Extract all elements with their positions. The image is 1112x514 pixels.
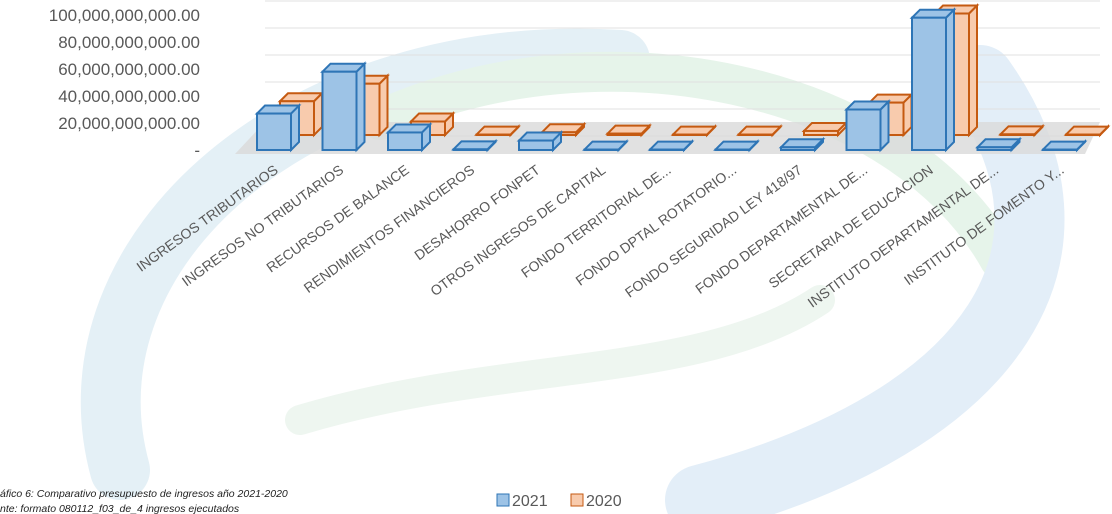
legend-swatch (496, 493, 510, 507)
bar (975, 136, 1022, 153)
legend-label: 2021 (512, 493, 548, 510)
bar-top (909, 8, 957, 19)
bar-side (945, 7, 955, 153)
bar-top (1063, 125, 1111, 136)
bar (516, 130, 564, 153)
y-tick-label: 20,000,000,000.00 (58, 114, 200, 133)
background-decoration (80, 28, 1065, 514)
bar (713, 139, 760, 153)
legend-label: 2020 (586, 493, 622, 510)
bar (1040, 139, 1088, 153)
bar-top (605, 124, 652, 135)
bar (670, 124, 718, 138)
bar-top (975, 138, 1022, 149)
bar (778, 136, 826, 153)
bar (909, 7, 957, 153)
bar (474, 124, 521, 138)
bar (320, 61, 367, 153)
bar-side (378, 73, 389, 138)
bar-top (844, 100, 891, 111)
bar-front (518, 139, 554, 152)
bar-top (998, 125, 1045, 136)
x-tick-label: DESAHORRO FONPET (411, 161, 543, 263)
bar (736, 124, 783, 138)
bar (1063, 124, 1111, 138)
bar-side (968, 3, 978, 138)
bar-top (539, 123, 587, 134)
bar-top (408, 112, 456, 123)
bar-top (320, 62, 367, 73)
bar-side (355, 61, 366, 153)
bar-top (582, 140, 629, 151)
y-tick-label: 40,000,000,000.00 (58, 87, 200, 106)
bar (998, 123, 1045, 138)
bar-front (321, 70, 358, 151)
bar-top (713, 140, 760, 151)
y-tick-label: 80,000,000,000.00 (58, 33, 200, 52)
bar (605, 123, 652, 138)
bar-front (911, 16, 947, 152)
bar-top (778, 138, 826, 149)
bar-top (474, 125, 521, 136)
bar-top (801, 121, 849, 132)
y-tick-label: 60,000,000,000.00 (58, 60, 200, 79)
bar-top (277, 92, 325, 103)
bar-top (670, 125, 718, 136)
bar-front (780, 146, 816, 152)
bar-front (999, 133, 1036, 136)
bar-front (976, 146, 1013, 152)
bar-front (606, 132, 643, 136)
caption: áfico 6: Comparativo presupuesto de ingr… (0, 488, 288, 500)
bar (451, 138, 498, 153)
legend-swatch (570, 493, 584, 507)
caption: nte: formato 080112_f03_de_4 ingresos ej… (0, 503, 240, 514)
y-tick-label: - (194, 141, 200, 160)
bar-top (647, 140, 695, 151)
bar-top (1040, 140, 1088, 151)
bar-top (254, 104, 302, 115)
bar-top (736, 125, 783, 136)
bar-top (451, 140, 498, 151)
bar (254, 103, 302, 153)
bar (385, 122, 433, 153)
bar (844, 99, 891, 153)
bar-front (845, 108, 882, 151)
bar-front (803, 129, 839, 136)
bar (647, 139, 695, 153)
bar-front (387, 131, 423, 151)
bar (582, 139, 629, 153)
bar-top (516, 131, 564, 142)
y-tick-label: 100,000,000,000.00 (49, 6, 200, 25)
bar-top (385, 123, 433, 134)
bar (801, 120, 849, 138)
bar-front (256, 112, 292, 152)
bar-front (452, 148, 489, 151)
